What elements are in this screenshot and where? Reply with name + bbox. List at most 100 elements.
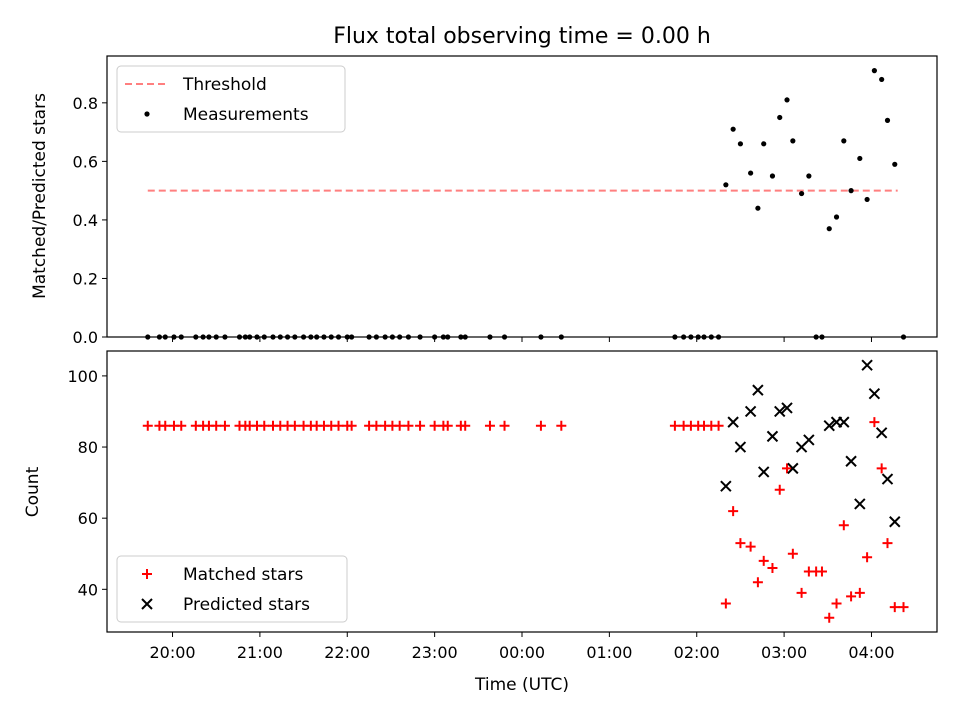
- y-tick-label: 0.6: [73, 152, 98, 171]
- legend-box: [116, 555, 348, 623]
- matched-star-point: [346, 420, 357, 431]
- measurement-point: [737, 141, 744, 147]
- matched-star-point: [333, 420, 344, 431]
- predicted-star-point: [787, 462, 799, 475]
- measurement-point: [884, 117, 891, 123]
- count-panel: 40 60 80 100 20:00 21:00 22:00 23:00 00:00 01:00 0…: [67, 350, 938, 662]
- matched-star-point: [371, 420, 382, 431]
- matched-star-point: [831, 598, 842, 609]
- x-tick-label: 00:00: [499, 643, 545, 662]
- predicted-star-point: [861, 359, 873, 371]
- matched-star-point: [774, 484, 785, 495]
- count-panel-frame: [106, 350, 938, 633]
- matched-star-point: [862, 552, 873, 563]
- x-tick-label: 22:00: [324, 643, 370, 662]
- y-tick-label: 0.4: [73, 211, 98, 230]
- legend-label: Predicted stars: [183, 595, 310, 615]
- matched-star-point: [882, 538, 893, 549]
- measurement-point: [892, 161, 898, 167]
- predicted-star-point: [823, 419, 835, 432]
- measurement-point: [826, 226, 832, 232]
- matched-star-point: [782, 463, 793, 474]
- y-tick-label: 0.2: [73, 269, 98, 288]
- measurement-point: [769, 173, 776, 179]
- matched-star-point: [720, 598, 731, 609]
- matched-star-point: [824, 612, 835, 623]
- matched-star-point: [735, 538, 746, 549]
- matched-star-point: [787, 548, 798, 559]
- measurement-point: [848, 188, 854, 194]
- y-tick-label: 60: [78, 509, 98, 528]
- matched-star-point: [854, 587, 865, 598]
- measurement-point: [755, 205, 761, 211]
- legend-measurement-swatch: [144, 111, 150, 117]
- measurement-point: [748, 170, 754, 176]
- measurement-point: [871, 68, 877, 74]
- matched-star-point: [889, 602, 900, 613]
- predicted-star-point: [734, 441, 747, 453]
- legend: Matched stars Predicted stars: [116, 555, 348, 623]
- y-tick-label: 0.8: [73, 94, 98, 113]
- x-axis-label: Time (UTC): [474, 675, 569, 695]
- predicted-star-point: [881, 473, 894, 485]
- y-tick-label: 0.0: [73, 328, 98, 347]
- matched-star-point: [898, 602, 909, 613]
- top-y-axis-label: Matched/Predicted stars: [30, 93, 50, 299]
- x-tick-label: 03:00: [761, 643, 807, 662]
- measurement-point: [841, 138, 847, 144]
- predicted-star-point: [774, 405, 786, 418]
- matched-star-point: [767, 562, 778, 573]
- matched-star-point: [499, 420, 510, 431]
- predicted-star-point: [752, 384, 764, 396]
- measurement-point: [864, 196, 870, 203]
- measurement-point: [730, 126, 736, 132]
- legend-label: Measurements: [183, 105, 309, 125]
- x-tick-label: 01:00: [586, 643, 632, 662]
- matched-star-point: [556, 420, 567, 431]
- predicted-star-point: [758, 466, 770, 478]
- matched-star-point: [713, 420, 724, 431]
- matched-star-point: [259, 420, 270, 431]
- predicted-star-point: [781, 402, 793, 414]
- measurement-point: [761, 141, 767, 147]
- matched-star-point: [752, 577, 763, 588]
- predicted-star-point: [889, 516, 901, 528]
- predicted-star-point: [875, 427, 888, 439]
- legend-label: Threshold: [182, 75, 267, 95]
- matched-star-point: [289, 420, 300, 431]
- matched-star-point: [403, 420, 414, 431]
- legend-box: [116, 65, 346, 133]
- matched-star-point: [429, 420, 440, 431]
- matched-star-point: [160, 420, 171, 431]
- matched-star-point: [394, 420, 405, 431]
- matched-star-point: [816, 566, 827, 577]
- x-tick-label: 20:00: [149, 643, 195, 662]
- predicted-star-point: [720, 480, 732, 492]
- chart-title: Flux total observing time = 0.00 h: [333, 24, 711, 49]
- x-tick-label: 23:00: [412, 643, 458, 662]
- predicted-star-point: [838, 416, 850, 428]
- legend-matched-swatch: [142, 569, 152, 579]
- matched-star-point: [415, 420, 426, 431]
- x-tick-label: 02:00: [674, 643, 720, 662]
- matched-star-point: [758, 555, 769, 566]
- matched-star-point: [728, 506, 739, 517]
- matched-star-point: [669, 420, 680, 431]
- measurement-point: [784, 97, 790, 103]
- matched-star-point: [219, 420, 230, 431]
- measurement-point: [723, 182, 729, 188]
- matched-star-point: [442, 420, 453, 431]
- measurement-point: [857, 155, 863, 162]
- matched-star-point: [745, 541, 756, 552]
- matched-star-point: [796, 587, 807, 598]
- matched-star-point: [211, 420, 222, 431]
- matched-star-point: [869, 417, 880, 428]
- measurement-point: [798, 190, 805, 197]
- measurement-point: [879, 76, 885, 83]
- matched-star-point: [838, 520, 849, 531]
- predicted-star-point: [744, 405, 757, 418]
- matched-star-point: [484, 420, 495, 431]
- predicted-star-point: [854, 498, 866, 510]
- matched-star-point: [176, 420, 187, 431]
